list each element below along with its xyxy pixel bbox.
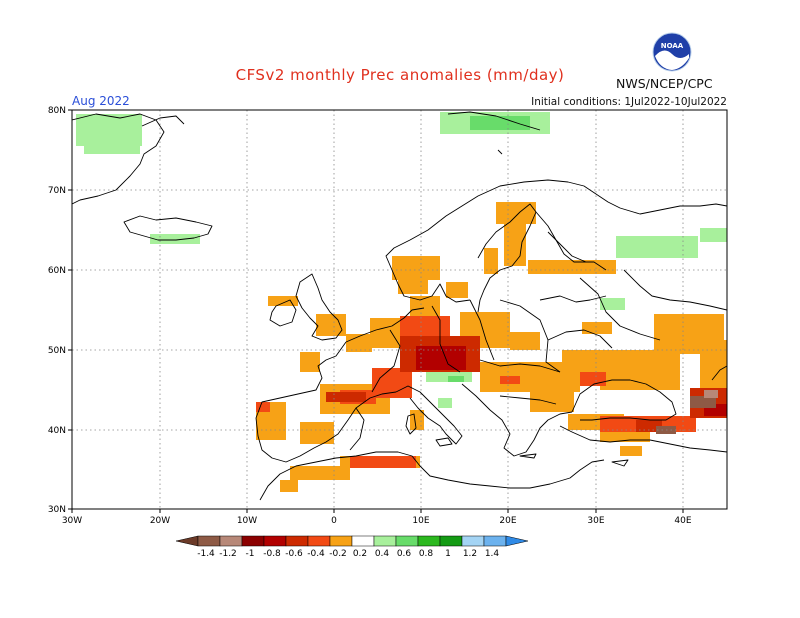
lat-label-50n: 50N [48, 346, 66, 356]
colorbar-tick-label: 0.2 [353, 549, 367, 559]
colorbar-swatch [263, 535, 287, 547]
lat-label-30n: 30N [48, 505, 66, 515]
colorbar-swatch [307, 535, 331, 547]
colorbar-swatch [219, 535, 243, 547]
colorbar-swatch [373, 535, 397, 547]
lat-label-70n: 70N [48, 186, 66, 196]
lat-label-60n: 60N [48, 266, 66, 276]
colorbar-swatch [417, 535, 441, 547]
agency-label: NWS/NCEP/CPC [616, 76, 713, 91]
colorbar-arrow-low [175, 535, 199, 547]
lat-label-80n: 80N [48, 106, 66, 116]
lon-label-20w: 20W [150, 516, 170, 526]
initial-conditions: Initial conditions: 1Jul2022-10Jul2022 [531, 96, 727, 108]
lon-label-30e: 30E [587, 516, 604, 526]
wet-anomaly-strong-cells [448, 116, 530, 382]
colorbar-tick-label: -0.8 [263, 549, 281, 559]
colorbar-swatch [329, 535, 353, 547]
dry-anomaly-light-cell [704, 390, 718, 398]
lon-label-10e: 10E [412, 516, 429, 526]
dry-anomaly-moderate-cells [256, 316, 696, 468]
colorbar-tick-label: 1 [445, 549, 451, 559]
lon-label-10w: 10W [237, 516, 257, 526]
colorbar-tick-label: 1.4 [485, 549, 500, 559]
colorbar-swatch [285, 535, 309, 547]
colorbar-tick-label: 0.4 [375, 549, 390, 559]
colorbar-tick-label: 0.6 [397, 549, 412, 559]
colorbar-tick-label: -1.2 [219, 549, 237, 559]
colorbar-swatch [461, 535, 485, 547]
colorbar-swatch [439, 535, 463, 547]
colorbar-swatch [351, 535, 375, 547]
colorbar-tick-label: 1.2 [463, 549, 477, 559]
lon-label-30w: 30W [62, 516, 82, 526]
noaa-logo: NOAA [652, 32, 692, 72]
colorbar-swatch [483, 535, 507, 547]
colorbar-tick-label: 0.8 [419, 549, 434, 559]
colorbar-tick-label: -1 [246, 549, 255, 559]
colorbar-tick-label: -0.6 [285, 549, 303, 559]
colorbar-tick-label: -0.4 [307, 549, 325, 559]
coastlines [72, 111, 727, 501]
lat-lon-grid [72, 110, 727, 509]
colorbar-tick-label: -0.2 [329, 549, 347, 559]
svg-text:NOAA: NOAA [661, 42, 684, 50]
lon-label-40e: 40E [674, 516, 691, 526]
colorbar-arrow-high [505, 535, 529, 547]
chart-title: CFSv2 monthly Prec anomalies (mm/day) [235, 66, 565, 84]
colorbar-swatch [395, 535, 419, 547]
colorbar-swatch [197, 535, 221, 547]
lon-label-0: 0 [331, 516, 337, 526]
lon-label-20e: 20E [499, 516, 516, 526]
valid-month: Aug 2022 [72, 94, 130, 108]
lat-label-40n: 40N [48, 426, 66, 436]
colorbar-tick-label: -1.4 [197, 549, 215, 559]
map-frame [71, 109, 728, 510]
colorbar-swatch [241, 535, 265, 547]
